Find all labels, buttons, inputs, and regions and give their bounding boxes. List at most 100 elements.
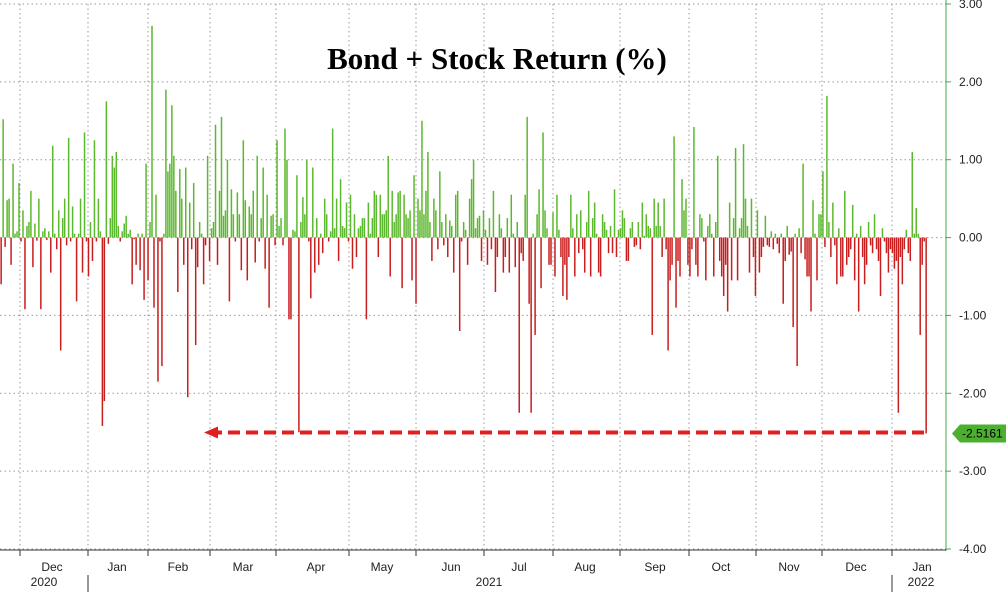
bar bbox=[599, 237, 602, 277]
bar bbox=[732, 218, 735, 238]
bar bbox=[605, 229, 608, 238]
bar bbox=[865, 237, 868, 265]
bar bbox=[534, 237, 536, 335]
bar bbox=[79, 198, 82, 238]
bar bbox=[784, 237, 786, 261]
bar bbox=[153, 237, 155, 308]
bar bbox=[220, 116, 223, 238]
bar bbox=[574, 237, 576, 277]
bar bbox=[470, 179, 473, 238]
bar bbox=[576, 214, 578, 238]
bar bbox=[171, 105, 173, 238]
bar bbox=[742, 144, 745, 238]
bar bbox=[298, 237, 300, 433]
bar bbox=[212, 222, 215, 238]
bar bbox=[57, 210, 60, 238]
bar bbox=[252, 190, 254, 238]
bar bbox=[506, 218, 509, 238]
bar bbox=[411, 237, 413, 281]
bar bbox=[8, 198, 10, 238]
bar bbox=[687, 237, 689, 265]
bar bbox=[85, 237, 88, 242]
bar bbox=[371, 218, 374, 238]
bar bbox=[143, 237, 145, 300]
bar bbox=[842, 237, 844, 277]
bar bbox=[50, 237, 52, 273]
bar bbox=[488, 218, 491, 238]
bar bbox=[728, 202, 731, 238]
bar bbox=[244, 200, 247, 238]
bar bbox=[776, 237, 779, 244]
bar bbox=[361, 218, 364, 238]
bar bbox=[363, 218, 366, 238]
bar bbox=[335, 198, 338, 238]
x-tick-label: Aug bbox=[574, 560, 595, 574]
bar bbox=[20, 237, 22, 242]
bar bbox=[740, 218, 743, 238]
bar bbox=[840, 237, 842, 277]
bar bbox=[248, 206, 251, 238]
bar bbox=[83, 132, 86, 238]
bar bbox=[198, 222, 201, 238]
bar bbox=[923, 237, 925, 242]
bar bbox=[703, 237, 705, 242]
bar bbox=[530, 237, 532, 413]
bar bbox=[639, 237, 642, 250]
bar bbox=[236, 192, 239, 238]
bar bbox=[593, 202, 596, 238]
bar bbox=[445, 214, 447, 238]
bar bbox=[167, 171, 169, 238]
bar bbox=[349, 194, 352, 238]
bar bbox=[329, 231, 332, 238]
bar bbox=[113, 167, 116, 238]
bar bbox=[417, 198, 419, 238]
bar bbox=[161, 237, 163, 367]
bar bbox=[234, 237, 237, 242]
bar bbox=[278, 225, 280, 238]
bar bbox=[331, 128, 334, 238]
bar bbox=[653, 198, 655, 238]
bar bbox=[429, 222, 431, 238]
bar bbox=[645, 214, 648, 238]
bar bbox=[804, 237, 806, 260]
bar bbox=[750, 198, 753, 238]
bar bbox=[671, 237, 673, 265]
bar bbox=[560, 237, 562, 258]
bar bbox=[290, 237, 292, 320]
bar bbox=[81, 237, 84, 273]
bar bbox=[337, 237, 340, 261]
bar bbox=[228, 237, 231, 302]
bar bbox=[665, 237, 667, 250]
bar bbox=[173, 155, 175, 238]
bar bbox=[194, 237, 197, 346]
bar bbox=[222, 215, 225, 238]
bar bbox=[387, 155, 389, 238]
bar bbox=[425, 190, 427, 238]
bar bbox=[478, 215, 481, 238]
bar bbox=[711, 233, 713, 238]
bar bbox=[617, 229, 620, 238]
x-tick-label: Jul bbox=[511, 560, 526, 574]
bar bbox=[764, 215, 767, 238]
bar bbox=[447, 237, 449, 258]
bar bbox=[877, 237, 880, 261]
bar bbox=[921, 237, 923, 265]
y-tick-label: -1.00 bbox=[959, 308, 987, 322]
bar bbox=[44, 228, 46, 238]
bar bbox=[859, 225, 862, 238]
y-tick-label: 3.00 bbox=[959, 0, 983, 11]
bar bbox=[75, 237, 78, 302]
x-tick-label: Nov bbox=[778, 560, 799, 574]
bar bbox=[393, 222, 395, 238]
bar bbox=[423, 214, 425, 238]
bar bbox=[830, 237, 832, 258]
x-tick-label: Apr bbox=[307, 560, 326, 574]
bar bbox=[847, 237, 850, 258]
bar bbox=[6, 200, 8, 238]
bar bbox=[262, 167, 264, 238]
bar bbox=[863, 237, 866, 285]
bar bbox=[637, 222, 640, 238]
bar bbox=[768, 237, 771, 247]
bar bbox=[802, 163, 804, 238]
bar bbox=[889, 237, 892, 250]
